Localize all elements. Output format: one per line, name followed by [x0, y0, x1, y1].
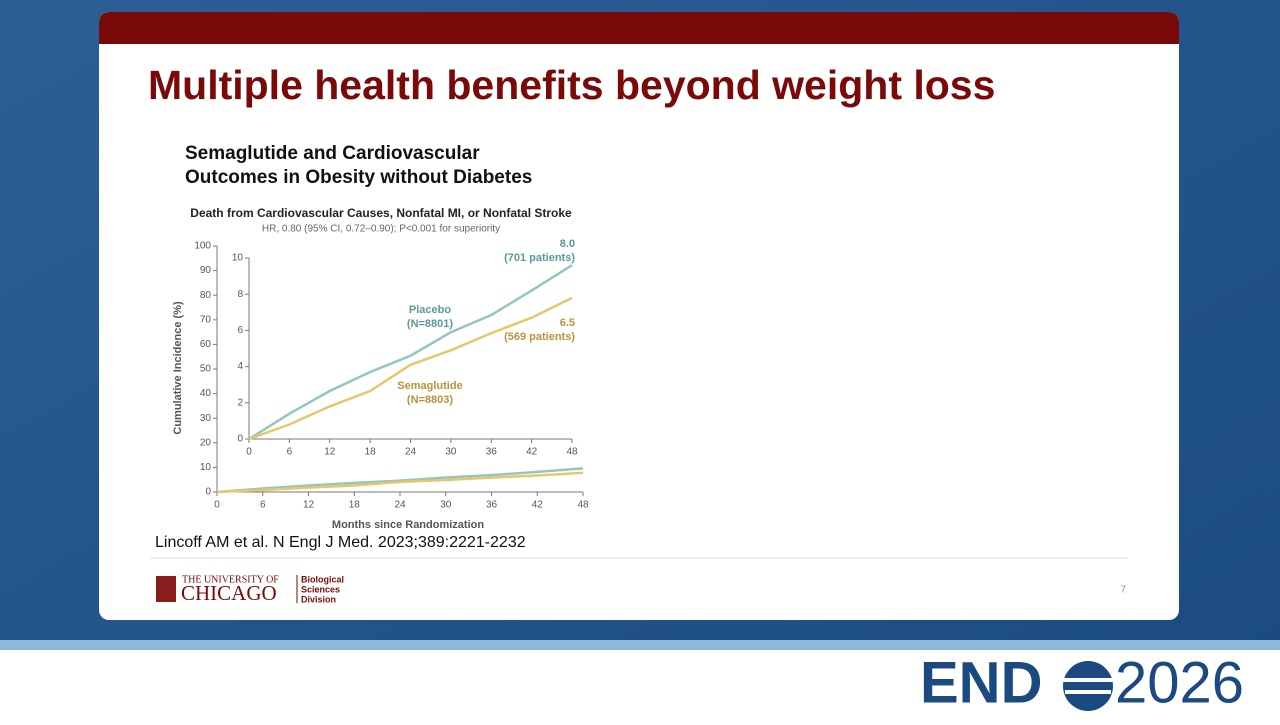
y-tick-label: 60 [200, 339, 212, 350]
citation: Lincoff AM et al. N Engl J Med. 2023;389… [155, 534, 526, 551]
annotation: 6.5 [560, 317, 575, 329]
x-tick-label: 12 [324, 447, 336, 458]
y-tick-label: 100 [194, 241, 211, 252]
y-tick-label: 10 [200, 462, 212, 473]
y-tick-label: 8 [237, 289, 243, 300]
logo-division: Division [301, 594, 336, 604]
chart-subtitle: HR, 0.80 (95% CI, 0.72–0.90); P<0.001 fo… [262, 224, 500, 235]
y-tick-label: 80 [200, 290, 212, 301]
y-tick-label: 6 [237, 325, 243, 336]
x-tick-label: 42 [526, 447, 538, 458]
annotation: Placebo [409, 304, 451, 316]
heading: Semaglutide and Cardiovascular [185, 143, 480, 164]
y-tick-label: 4 [237, 361, 243, 372]
event-logo: 2026 [1115, 650, 1244, 715]
y-tick-label: 20 [200, 437, 212, 448]
series-line [216, 471, 584, 494]
logo-text: CHICAGO [181, 581, 277, 605]
x-tick-label: 24 [405, 447, 417, 458]
page-number: 7 [1120, 585, 1126, 596]
chart-title: Death from Cardiovascular Causes, Nonfat… [190, 206, 572, 220]
event-logo: END [920, 650, 1042, 715]
series-line [248, 264, 573, 441]
x-tick-label: 42 [532, 500, 544, 511]
x-tick-label: 18 [365, 447, 377, 458]
x-tick-label: 0 [214, 500, 220, 511]
logo-text: THE UNIVERSITY OF [182, 574, 279, 585]
x-tick-label: 12 [303, 500, 315, 511]
heading: Outcomes in Obesity without Diabetes [185, 167, 532, 188]
y-tick-label: 10 [232, 253, 244, 264]
globe-icon [1063, 661, 1113, 711]
series-line [248, 296, 573, 441]
x-tick-label: 6 [260, 500, 266, 511]
logo-division: Biological [301, 574, 344, 584]
annotation: Semaglutide [397, 380, 462, 392]
annotation: (N=8803) [407, 394, 454, 406]
x-tick-label: 48 [577, 500, 589, 511]
card [99, 12, 1179, 620]
x-tick-label: 30 [440, 500, 452, 511]
x-tick-label: 0 [246, 447, 252, 458]
y-axis-label: Cumulative Incidence (%) [172, 301, 184, 435]
y-tick-label: 2 [237, 397, 243, 408]
x-tick-label: 18 [349, 500, 361, 511]
y-tick-label: 30 [200, 413, 212, 424]
y-tick-label: 0 [237, 434, 243, 445]
slide-title: Multiple health benefits beyond weight l… [148, 62, 995, 108]
x-tick-label: 24 [394, 500, 406, 511]
x-tick-label: 6 [287, 447, 293, 458]
y-tick-label: 70 [200, 314, 212, 325]
logo-shield [156, 576, 176, 602]
annotation: (N=8801) [407, 318, 454, 330]
x-tick-label: 48 [566, 447, 578, 458]
y-tick-label: 90 [200, 265, 212, 276]
card-header [99, 12, 1179, 44]
x-tick-label: 30 [445, 447, 457, 458]
x-tick-label: 36 [486, 500, 498, 511]
x-axis-label: Months since Randomization [332, 519, 484, 531]
annotation: 8.0 [560, 238, 575, 250]
y-tick-label: 50 [200, 364, 212, 375]
x-tick-label: 36 [486, 447, 498, 458]
annotation: (701 patients) [504, 252, 575, 264]
annotation: (569 patients) [504, 331, 575, 343]
y-tick-label: 0 [205, 487, 211, 498]
logo-division: Sciences [301, 584, 340, 594]
band [0, 640, 1280, 650]
y-tick-label: 40 [200, 388, 212, 399]
